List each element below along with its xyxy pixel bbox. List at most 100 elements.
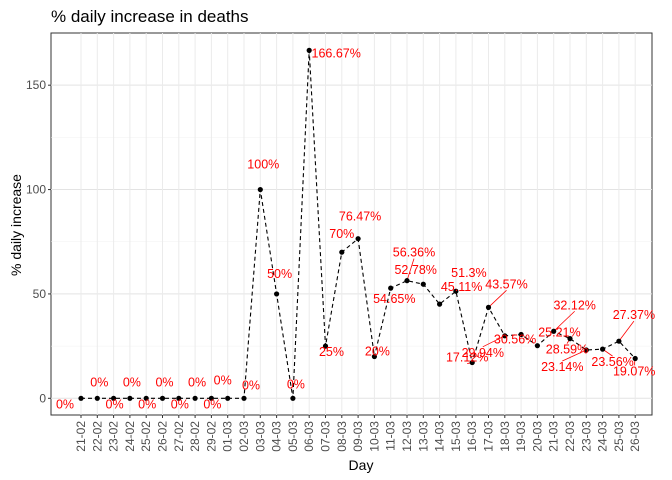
x-tick-label: 23-03	[579, 421, 593, 452]
data-label: 0%	[287, 377, 305, 391]
x-tick-label: 25-02	[139, 421, 153, 452]
label-leader	[482, 335, 505, 348]
x-tick-label: 16-03	[465, 421, 479, 452]
data-point	[388, 285, 394, 291]
x-tick-label: 14-03	[433, 421, 447, 452]
y-axis-ticks: 0 50 100 150	[26, 78, 51, 405]
data-label: 166.67%	[312, 46, 361, 60]
data-point	[551, 328, 557, 334]
data-label: 52.78%	[394, 263, 436, 277]
data-point	[192, 395, 198, 401]
data-label: 0%	[138, 397, 156, 411]
data-label: 0%	[123, 375, 141, 389]
x-tick-label: 24-02	[123, 421, 137, 452]
data-label: 0%	[188, 375, 206, 389]
data-label: 0%	[214, 373, 232, 387]
x-tick-label: 12-03	[400, 421, 414, 452]
data-point	[567, 336, 573, 342]
x-tick-label: 02-03	[237, 421, 251, 452]
x-tick-label: 01-03	[221, 421, 235, 452]
data-label: 100%	[247, 158, 279, 172]
y-tick-label: 100	[26, 183, 46, 197]
x-tick-label: 09-03	[351, 421, 365, 452]
x-tick-label: 04-03	[270, 421, 284, 452]
data-point	[469, 359, 475, 366]
data-point	[290, 395, 296, 401]
x-tick-label: 07-03	[319, 421, 333, 452]
x-tick-label: 06-03	[302, 421, 316, 452]
data-point	[534, 343, 541, 349]
data-point	[583, 347, 589, 353]
data-point	[208, 395, 214, 401]
data-point	[518, 331, 524, 338]
data-label: 23.56%	[591, 355, 633, 369]
data-label: 0%	[155, 375, 173, 389]
data-point	[616, 338, 622, 344]
data-point	[420, 281, 426, 287]
x-tick-label: 08-03	[335, 421, 349, 452]
data-label: 51.3%	[451, 266, 486, 280]
data-label: 25.21%	[538, 326, 580, 340]
y-tick-label: 50	[33, 287, 47, 301]
y-tick-label: 150	[26, 78, 46, 92]
data-label: 23.14%	[541, 360, 583, 374]
x-tick-label: 21-02	[74, 421, 88, 452]
data-label: 25%	[319, 345, 344, 359]
x-tick-label: 11-03	[384, 421, 398, 451]
plot-panel	[50, 32, 653, 416]
data-point	[600, 346, 606, 352]
data-point	[404, 278, 410, 284]
data-point	[143, 395, 149, 401]
data-labels: 0% 0% 0% 0% 0% 0% 0% 0% 0% 0% 0% 100% 50% 0% 166.67% 25…	[56, 46, 655, 411]
y-axis-title: % daily increase	[8, 174, 24, 276]
x-tick-label: 18-03	[498, 421, 512, 452]
x-tick-label: 05-03	[286, 421, 300, 452]
data-point	[257, 186, 263, 193]
data-point	[371, 353, 377, 360]
data-label: 29.94%	[462, 346, 504, 360]
chart-title: % daily increase in deaths	[51, 7, 249, 26]
data-point	[322, 343, 329, 349]
x-tick-label: 26-02	[156, 421, 170, 452]
data-point	[225, 395, 231, 401]
x-tick-label: 26-03	[628, 421, 642, 452]
x-tick-label: 19-03	[514, 421, 528, 452]
data-label: 54.65%	[373, 292, 415, 306]
x-axis-title: Day	[349, 457, 374, 473]
data-point	[437, 301, 443, 307]
x-tick-label: 17-03	[482, 421, 496, 452]
data-label: 50%	[267, 267, 292, 281]
x-tick-label: 22-02	[90, 421, 104, 452]
x-tick-label: 21-03	[547, 421, 561, 452]
data-point	[176, 395, 182, 401]
x-tick-label: 13-03	[416, 421, 430, 452]
data-label: 30.56%	[494, 333, 536, 347]
data-point	[632, 355, 638, 362]
data-label: 32.12%	[553, 298, 595, 312]
data-point	[502, 333, 508, 339]
data-point	[274, 291, 280, 297]
data-point	[339, 249, 345, 255]
x-tick-label: 03-03	[253, 421, 267, 452]
label-leader	[406, 258, 415, 281]
y-tick-label: 0	[39, 391, 46, 405]
label-leader-lines	[406, 258, 636, 366]
data-label: 0%	[106, 397, 124, 411]
data-label: 20%	[365, 345, 390, 359]
x-tick-label: 23-02	[107, 421, 121, 452]
x-tick-label: 22-03	[563, 421, 577, 452]
data-point	[485, 304, 492, 310]
data-label: 0%	[56, 397, 74, 411]
x-tick-label: 28-02	[188, 421, 202, 452]
data-point	[159, 395, 166, 401]
data-label: 27.37%	[613, 308, 655, 322]
x-tick-label: 20-03	[530, 421, 544, 452]
x-tick-label: 24-03	[596, 421, 610, 452]
label-leader	[488, 290, 507, 308]
x-axis-ticks: 21-02 22-02 23-02 24-02 25-02 26-02 27-02 28-02…	[74, 415, 642, 452]
data-point	[94, 395, 100, 401]
data-label: 0%	[90, 375, 108, 389]
series-points	[78, 47, 638, 401]
data-point	[241, 395, 247, 401]
data-point	[355, 236, 361, 242]
